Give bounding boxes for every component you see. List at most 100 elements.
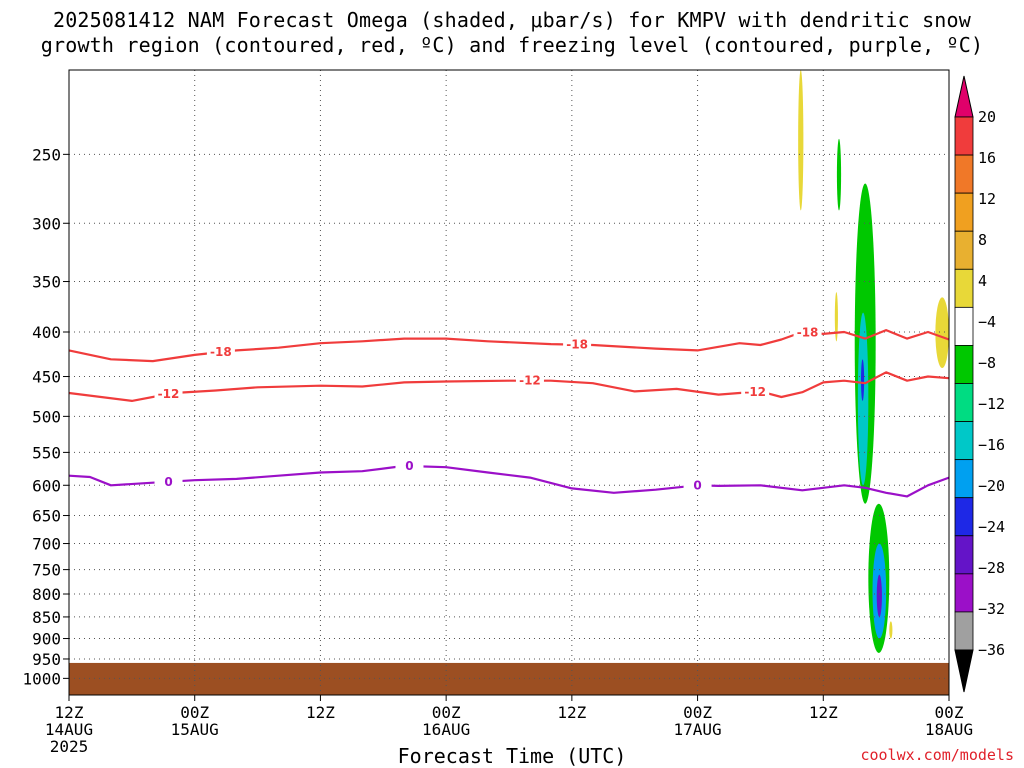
contour-label-bg [515,372,544,388]
colorbar-box [954,192,974,232]
x-tick-label: 12Z [557,703,586,722]
x-tick-label: 15AUG [171,720,219,739]
y-tick-label: 550 [32,443,61,462]
colorbar-box [954,421,974,461]
colorbar-label: 4 [978,272,987,290]
colorbar-label: 12 [978,190,996,208]
contour-label: -12 [519,374,541,388]
colorbar-box [954,535,974,575]
x-tick-label: 00Z [432,703,461,722]
colorbar-label: −24 [978,518,1005,536]
colorbar-box [954,611,974,651]
colorbar-label: −4 [978,313,996,331]
x-tick-label: 14AUG [45,720,93,739]
y-tick-label: 800 [32,585,61,604]
x-tick-label: 2025 [50,737,89,756]
contour-lines: -18 -18 -18 -12 -12 -12 0 0 0 [68,324,950,498]
contour-label-bg [563,336,592,352]
x-axis-label: Forecast Time (UTC) [397,744,627,768]
plot-frame [68,69,950,696]
plot-area [69,70,949,695]
contour-label: -18 [797,325,819,339]
colorbar-label: −32 [978,600,1005,618]
x-tick-label: 12Z [55,703,84,722]
x-tick-label: 16AUG [422,720,470,739]
colorbar-box [954,116,974,156]
y-tick-label: 500 [32,407,61,426]
colorbar-label: 20 [978,108,996,126]
contour-label: 0 [693,478,701,492]
contour-0 [68,464,950,498]
omega-feature [935,297,949,369]
colorbar-label: −36 [978,641,1005,659]
omega-feature [836,138,842,211]
y-tick-label: 1000 [22,669,61,688]
contour-label: -18 [210,345,232,359]
colorbar-label: −8 [978,354,996,372]
credit-text: coolwx.com/models [860,746,1014,764]
contour--18 [68,329,950,363]
plot-background [69,70,949,695]
colorbar-box [954,573,974,613]
colorbar-label: −12 [978,395,1005,413]
x-tick-label: 18AUG [925,720,973,739]
colorbar-box [954,306,974,346]
omega-feature [834,292,838,342]
omega-shading [798,70,949,653]
y-tick-label: 700 [32,535,61,554]
colorbar-label: −16 [978,436,1005,454]
colorbar-label: −28 [978,559,1005,577]
grid-lines [69,70,949,695]
contour-label-bg [395,458,424,474]
contour-label-bg [793,324,822,340]
omega-feature [798,70,804,211]
y-tick-label: 250 [32,145,61,164]
colorbar-box [954,345,974,384]
contour--12 [68,371,950,402]
omega-feature [889,621,893,639]
colorbar-box [954,230,974,270]
contour-label-bg [154,473,183,489]
y-tick-label: 350 [32,273,61,292]
y-tick-label: 950 [32,650,61,669]
x-tick-label: 17AUG [673,720,721,739]
contour-label: 0 [405,459,413,473]
omega-feature [876,574,882,617]
y-axis-ticks: 250 300 350 400 450 500 550 600 650 700 750 800 850 9… [22,145,69,688]
colorbar-box [954,154,974,194]
x-tick-label: 12Z [306,703,335,722]
colorbar-box [954,459,974,499]
terrain-fill [69,662,949,695]
x-tick-label: 00Z [683,703,712,722]
contour-label-bg [683,477,712,493]
y-tick-label: 850 [32,608,61,627]
x-tick-label: 00Z [935,703,964,722]
colorbar: 20 16 12 8 4 −4 −8 −12 −16 −20 −24 −28 −32 −36 [954,75,1005,693]
y-tick-label: 300 [32,214,61,233]
y-tick-label: 400 [32,323,61,342]
contour-label-bg [206,344,235,360]
contour-label-bg [154,385,183,401]
x-tick-label: 12Z [809,703,838,722]
contour-label-bg [741,383,770,399]
contour-label: -12 [744,385,766,399]
contour-label: 0 [164,475,172,489]
y-tick-label: 900 [32,630,61,649]
y-tick-label: 600 [32,476,61,495]
contour-label: -18 [566,338,588,352]
terrain-band [69,662,949,695]
colorbar-bottom-triangle [954,649,974,693]
contour-label: -12 [158,387,180,401]
colorbar-box [954,268,974,308]
colorbar-label: 8 [978,231,987,249]
colorbar-top-triangle [954,75,974,118]
x-tick-label: 00Z [180,703,209,722]
colorbar-box [954,497,974,537]
omega-feature [861,359,865,401]
colorbar-label: 16 [978,149,996,167]
chart-title-line1: 2025081412 NAM Forecast Omega (shaded, μ… [52,8,972,32]
colorbar-box [954,383,974,422]
chart-title-line2: growth region (contoured, red, ºC) and f… [40,33,984,57]
